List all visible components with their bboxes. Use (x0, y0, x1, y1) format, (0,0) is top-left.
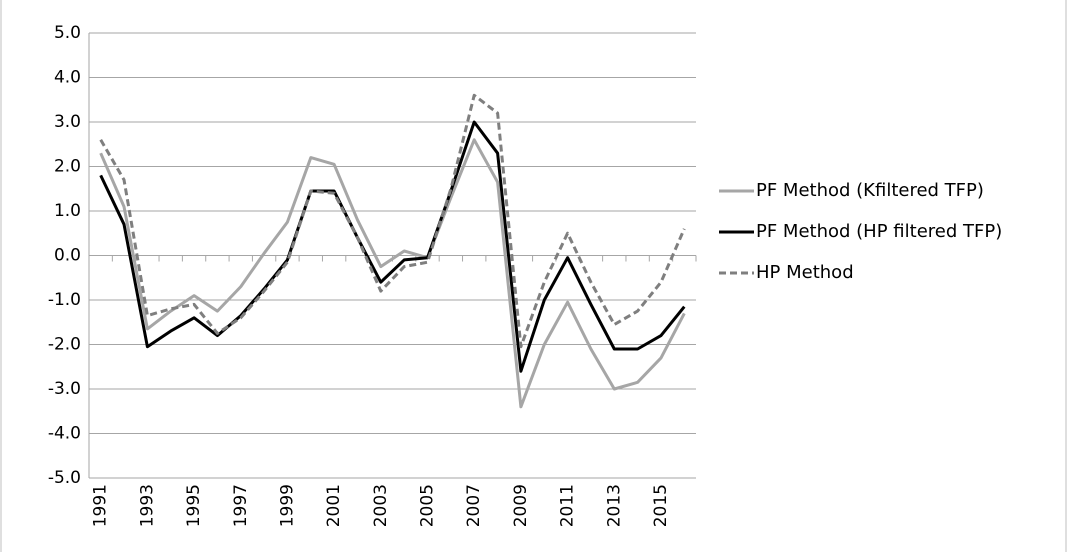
y-tick-label: -3.0 (48, 379, 81, 399)
y-tick-label: -4.0 (48, 424, 81, 444)
x-tick-label: 1991 (91, 484, 111, 527)
y-tick-label: 3.0 (54, 112, 81, 132)
x-tick-label: 1995 (184, 484, 204, 527)
x-tick-label: 2011 (558, 484, 578, 527)
x-tick-label: 2013 (604, 484, 624, 527)
y-tick-label: 2.0 (54, 157, 81, 177)
series-line (99, 93, 686, 349)
y-tick-label: -1.0 (48, 290, 81, 310)
legend: PF Method (Kfiltered TFP) PF Method (HP f… (718, 178, 1063, 301)
x-tick-label: 2009 (511, 484, 531, 527)
x-tick-label: 1999 (277, 484, 297, 527)
x-tick-label: 1997 (231, 484, 251, 527)
series-line (99, 138, 686, 409)
x-tick-label: 2005 (418, 484, 438, 527)
y-tick-label: 1.0 (54, 201, 81, 221)
legend-label: PF Method (HP filtered TFP) (756, 221, 1003, 242)
x-tick-label: 2007 (464, 484, 484, 527)
legend-swatch (719, 189, 754, 193)
x-tick-label: 2001 (324, 484, 344, 527)
legend-swatch (719, 271, 754, 275)
legend-item: PF Method (Kfiltered TFP) (718, 178, 1063, 203)
y-tick-label: 5.0 (54, 23, 81, 43)
y-tick-label: 0.0 (54, 246, 81, 266)
x-tick-label: 2015 (651, 484, 671, 527)
legend-label: PF Method (Kfiltered TFP) (756, 180, 984, 201)
legend-item: HP Method (718, 260, 1063, 285)
y-tick-label: -5.0 (48, 468, 81, 488)
y-tick-label: 4.0 (54, 68, 81, 88)
legend-swatch (719, 230, 754, 234)
legend-item: PF Method (HP filtered TFP) (718, 219, 1063, 244)
legend-label: HP Method (756, 262, 854, 283)
x-tick-label: 1993 (137, 484, 157, 527)
x-tick-label: 2003 (371, 484, 391, 527)
series-line (99, 120, 686, 373)
y-tick-label: -2.0 (48, 335, 81, 355)
